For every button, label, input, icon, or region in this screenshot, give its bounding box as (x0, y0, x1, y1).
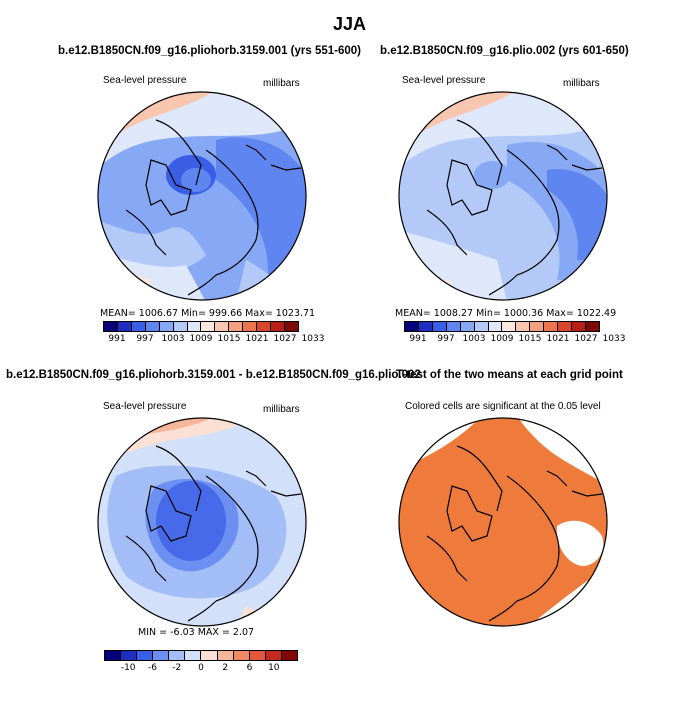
panel2-colorbar (404, 321, 600, 332)
cb1-label: 1009 (189, 334, 213, 344)
cb1-swatch (131, 322, 146, 331)
cb2-swatch (558, 322, 573, 331)
cb1-swatch (215, 322, 230, 331)
cb1-swatch (117, 322, 132, 331)
cb1-swatch (159, 322, 174, 331)
cb3-swatch (121, 651, 138, 660)
cb2-label: 1027 (574, 334, 598, 344)
cb1-label: 1003 (161, 334, 185, 344)
cb3-swatch (201, 651, 218, 660)
cb3-label: 6 (246, 663, 253, 673)
cb2-label: 1009 (490, 334, 514, 344)
cb1-swatch (271, 322, 285, 331)
panel2-variable: Sea-level pressure (402, 75, 486, 86)
cb1-swatch (104, 322, 118, 331)
cb1-label: 991 (108, 334, 126, 344)
cb2-swatch (432, 322, 447, 331)
cb2-swatch (446, 322, 461, 331)
panel1-units: millibars (263, 78, 300, 89)
panel3-title: b.e12.B1850CN.f09_g16.pliohorb.3159.001 … (6, 369, 421, 381)
cb2-swatch (585, 322, 599, 331)
cb3-label: -6 (148, 663, 157, 673)
cb1-label: 1027 (273, 334, 297, 344)
panel3-units: millibars (263, 404, 300, 415)
cb3-swatch (233, 651, 250, 660)
cb3-swatch (249, 651, 266, 660)
cb2-swatch (572, 322, 586, 331)
cb1-swatch (229, 322, 244, 331)
figure-title: JJA (333, 14, 367, 34)
cb3-swatch (137, 651, 154, 660)
cb2-swatch (502, 322, 517, 331)
cb1-label: 1015 (217, 334, 241, 344)
cb2-swatch (474, 322, 489, 331)
cb2-swatch (460, 322, 475, 331)
cb3-swatch (153, 651, 170, 660)
panel1-polar-map (97, 91, 307, 301)
cb3-label: -10 (120, 663, 136, 673)
cb1-swatch (201, 322, 216, 331)
panel4-title: T-test of the two means at each grid poi… (396, 369, 623, 381)
cb1-swatch (284, 322, 298, 331)
cb3-label: 2 (222, 663, 229, 673)
cb3-swatch (281, 651, 297, 660)
panel1-variable: Sea-level pressure (103, 75, 187, 86)
cb3-swatch (105, 651, 122, 660)
cb3-swatch (217, 651, 234, 660)
cb1-swatch (187, 322, 202, 331)
cb2-swatch (530, 322, 545, 331)
panel1-colorbar (103, 321, 299, 332)
cb1-label: 997 (136, 334, 154, 344)
panel4-significance-map (398, 417, 608, 627)
panel4-subtitle: Colored cells are significant at the 0.0… (405, 401, 601, 412)
panel2-title: b.e12.B1850CN.f09_g16.plio.002 (yrs 601-… (380, 45, 629, 57)
panel3-variable: Sea-level pressure (103, 401, 187, 412)
panel2-stats: MEAN= 1008.27 Min= 1000.36 Max= 1022.49 (395, 308, 617, 319)
cb2-label: 1015 (518, 334, 542, 344)
cb2-swatch (405, 322, 419, 331)
cb1-swatch (257, 322, 272, 331)
panel3-polar-map (97, 417, 307, 627)
cb3-swatch (265, 651, 282, 660)
panel1-colorbar-labels: 991 997 1003 1009 1015 1021 1027 1033 (103, 334, 324, 346)
cb1-swatch (145, 322, 160, 331)
panel1-stats: MEAN= 1006.67 Min= 999.66 Max= 1023.71 (100, 308, 316, 319)
cb2-swatch (418, 322, 433, 331)
cb1-label: 1033 (301, 334, 325, 344)
cb3-label: -2 (172, 663, 182, 673)
panel3-stats: MIN = -6.03 MAX = 2.07 (138, 627, 255, 638)
cb2-label: 1003 (462, 334, 486, 344)
cb1-swatch (243, 322, 258, 331)
cb3-swatch (185, 651, 202, 660)
cb2-label: 991 (409, 334, 427, 344)
panel3-colorbar (104, 650, 298, 661)
panel3-colorbar-labels: -10 -6 -2 0 2 6 10 (104, 663, 298, 675)
cb3-label: 10 (268, 663, 280, 673)
cb3-swatch (169, 651, 186, 660)
cb1-label: 1021 (245, 334, 269, 344)
cb2-label: 997 (437, 334, 455, 344)
panel1-title: b.e12.B1850CN.f09_g16.pliohorb.3159.001 … (58, 45, 361, 57)
cb3-label: 0 (198, 663, 204, 673)
cb2-label: 1033 (602, 334, 626, 344)
cb1-swatch (173, 322, 188, 331)
cb2-swatch (516, 322, 531, 331)
panel2-units: millibars (563, 78, 600, 89)
cb2-label: 1021 (546, 334, 570, 344)
panel2-colorbar-labels: 991 997 1003 1009 1015 1021 1027 1033 (404, 334, 625, 346)
cb2-swatch (544, 322, 559, 331)
cb2-swatch (488, 322, 503, 331)
panel2-polar-map (398, 91, 608, 301)
